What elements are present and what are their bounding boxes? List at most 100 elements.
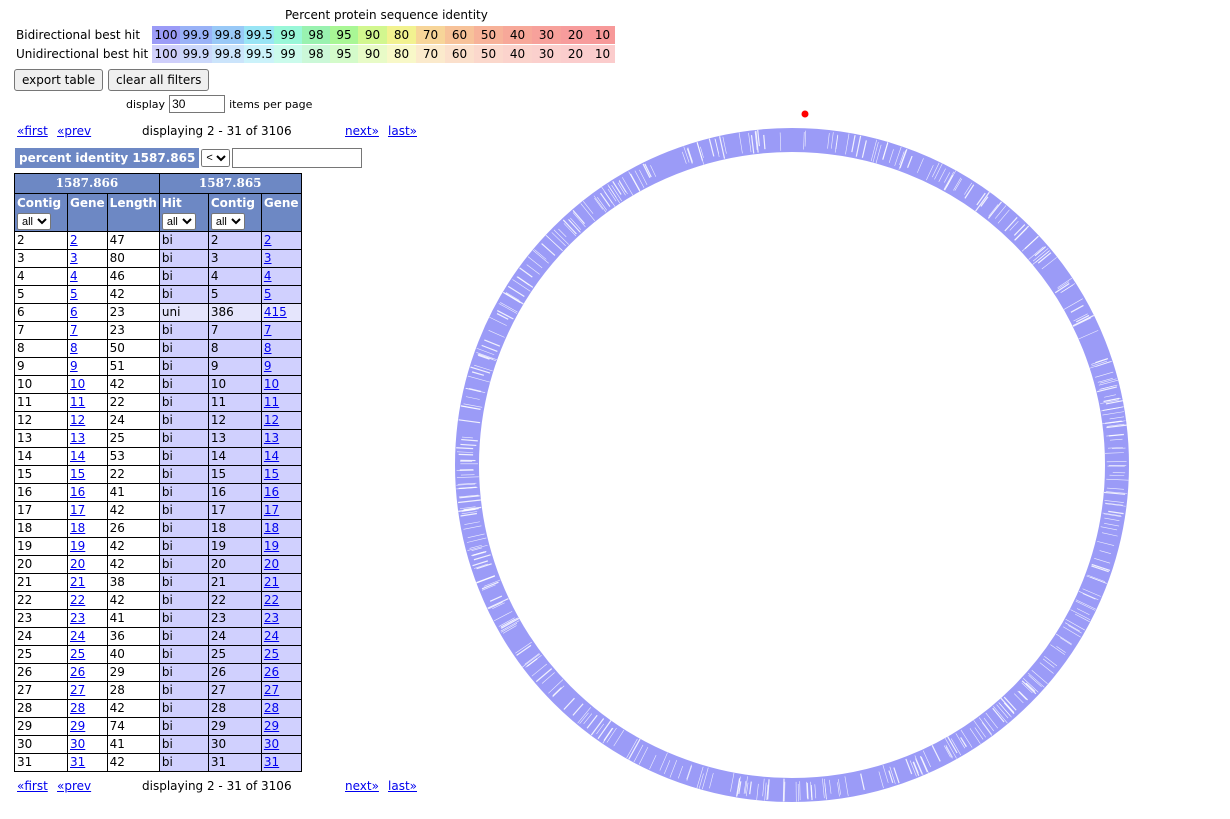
filter-value-input[interactable] — [232, 147, 363, 168]
gene-link[interactable]: 16 — [70, 485, 86, 499]
table-row: 9 9 51 bi 9 9 — [14, 357, 302, 376]
cell-contig: 7 — [14, 321, 68, 340]
pager-last-link[interactable]: last» — [388, 779, 417, 793]
legend-unidirectional-cell: 50 — [474, 44, 503, 63]
ref-gene-link[interactable]: 19 — [263, 539, 280, 553]
ref-gene-link[interactable]: 28 — [263, 701, 280, 715]
cell-gene: 21 — [67, 573, 108, 592]
gene-link[interactable]: 28 — [70, 701, 86, 715]
table-row: 8 8 50 bi 8 8 — [14, 339, 302, 358]
ref-gene-link[interactable]: 29 — [263, 719, 280, 733]
ref-gene-link[interactable]: 2 — [263, 233, 272, 247]
gene-link[interactable]: 29 — [70, 719, 86, 733]
gene-link[interactable]: 22 — [70, 593, 86, 607]
cell-gene: 27 — [67, 681, 108, 700]
contig-filter-select[interactable]: all — [17, 213, 51, 230]
ref-gene-link[interactable]: 11 — [263, 395, 280, 409]
cell-ref-contig: 13 — [207, 429, 262, 448]
cell-gene: 26 — [67, 663, 108, 682]
items-per-page-input[interactable] — [169, 95, 226, 113]
export-table-button[interactable]: export table — [14, 69, 104, 91]
filter-title: percent identity 1587.865 — [15, 147, 200, 168]
gene-link[interactable]: 7 — [70, 323, 78, 337]
pager-first-link[interactable]: «first — [17, 124, 48, 138]
ref-gene-link[interactable]: 12 — [263, 413, 280, 427]
ref-gene-link[interactable]: 23 — [263, 611, 280, 625]
gene-link[interactable]: 23 — [70, 611, 86, 625]
pager-prev-link[interactable]: «prev — [57, 124, 92, 138]
gene-link[interactable]: 4 — [70, 269, 78, 283]
cell-ref-gene: 27 — [260, 681, 302, 700]
cell-hit: bi — [158, 249, 209, 268]
ref-gene-link[interactable]: 20 — [263, 557, 280, 571]
pager-prev-link[interactable]: «prev — [57, 779, 92, 793]
ref-gene-link[interactable]: 22 — [263, 593, 280, 607]
gene-link[interactable]: 26 — [70, 665, 86, 679]
gene-link[interactable]: 14 — [70, 449, 86, 463]
gene-link[interactable]: 2 — [70, 233, 78, 247]
ref-gene-link[interactable]: 10 — [263, 377, 280, 391]
pager-last-link[interactable]: last» — [388, 124, 417, 138]
hit-filter-select[interactable]: all — [161, 213, 196, 230]
gene-link[interactable]: 15 — [70, 467, 86, 481]
gene-link[interactable]: 17 — [70, 503, 86, 517]
table-row: 13 13 25 bi 13 13 — [14, 429, 302, 448]
gene-link[interactable]: 3 — [70, 251, 78, 265]
ref-gene-link[interactable]: 14 — [263, 449, 280, 463]
col-contig-header: Contig all — [14, 193, 68, 232]
legend-bidirectional-cells: 100 99.9 99.8 99.5 99 98 95 90 80 70 60 50 40 30 20 10 — [152, 25, 615, 44]
ref-gene-link[interactable]: 30 — [263, 737, 280, 751]
ref-gene-link[interactable]: 27 — [263, 683, 280, 697]
gene-link[interactable]: 21 — [70, 575, 86, 589]
gene-link[interactable]: 12 — [70, 413, 86, 427]
ref-gene-link[interactable]: 31 — [263, 755, 280, 769]
ref-gene-link[interactable]: 16 — [263, 485, 280, 499]
gene-link[interactable]: 18 — [70, 521, 86, 535]
gene-link[interactable]: 5 — [70, 287, 78, 301]
ref-gene-link[interactable]: 7 — [263, 323, 272, 337]
ref-gene-link[interactable]: 8 — [263, 341, 272, 355]
ref-gene-link[interactable]: 18 — [263, 521, 280, 535]
gene-link[interactable]: 24 — [70, 629, 86, 643]
position-marker — [801, 110, 809, 118]
cell-hit: bi — [158, 321, 209, 340]
cell-gene: 14 — [67, 447, 108, 466]
ref-gene-link[interactable]: 17 — [263, 503, 280, 517]
legend-unidirectional-cell: 95 — [330, 44, 358, 63]
pager-next-link[interactable]: next» — [345, 124, 379, 138]
ref-gene-link[interactable]: 13 — [263, 431, 280, 445]
legend-unidirectional-cell: 20 — [561, 44, 590, 63]
ref-gene-link[interactable]: 26 — [263, 665, 280, 679]
cell-length: 51 — [106, 357, 160, 376]
col-gene-header: Gene — [67, 193, 108, 232]
gene-link[interactable]: 20 — [70, 557, 86, 571]
gene-link[interactable]: 8 — [70, 341, 78, 355]
gene-link[interactable]: 27 — [70, 683, 86, 697]
filter-operator-select[interactable]: < — [201, 148, 231, 167]
ref-gene-link[interactable]: 415 — [263, 305, 287, 319]
ref-gene-link[interactable]: 24 — [263, 629, 280, 643]
cell-ref-contig: 31 — [207, 753, 262, 772]
gene-link[interactable]: 11 — [70, 395, 86, 409]
ref-gene-link[interactable]: 25 — [263, 647, 280, 661]
ref-contig-filter-select[interactable]: all — [210, 213, 245, 230]
clear-all-filters-button[interactable]: clear all filters — [108, 69, 210, 91]
pager-first-link[interactable]: «first — [17, 779, 48, 793]
gene-link[interactable]: 10 — [70, 377, 86, 391]
ref-gene-link[interactable]: 4 — [263, 269, 272, 283]
gene-link[interactable]: 30 — [70, 737, 86, 751]
gene-link[interactable]: 19 — [70, 539, 86, 553]
col-hit-header: Hit all — [158, 193, 209, 232]
gene-link[interactable]: 25 — [70, 647, 86, 661]
ref-gene-link[interactable]: 21 — [263, 575, 280, 589]
ref-gene-link[interactable]: 9 — [263, 359, 272, 373]
pager-next-link[interactable]: next» — [345, 779, 379, 793]
gene-link[interactable]: 6 — [70, 305, 78, 319]
gene-link[interactable]: 13 — [70, 431, 86, 445]
ref-gene-link[interactable]: 15 — [263, 467, 280, 481]
ref-gene-link[interactable]: 5 — [263, 287, 272, 301]
gene-link[interactable]: 9 — [70, 359, 78, 373]
gene-link[interactable]: 31 — [70, 755, 86, 769]
cell-length: 38 — [106, 573, 160, 592]
ref-gene-link[interactable]: 3 — [263, 251, 272, 265]
